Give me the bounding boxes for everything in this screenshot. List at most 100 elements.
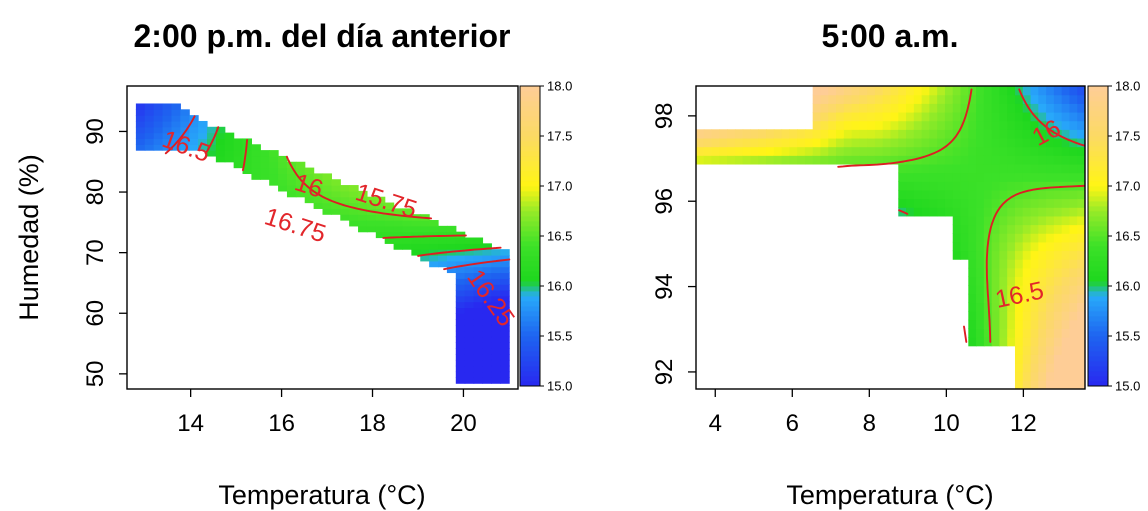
- heatmap-cell: [473, 336, 484, 343]
- heatmap-cell: [286, 173, 297, 180]
- heatmap-cell: [500, 289, 510, 297]
- heatmap-cell: [1069, 380, 1078, 389]
- colorbar-swatch: [1088, 86, 1108, 92]
- heatmap-cell: [983, 198, 993, 208]
- heatmap-cell: [1007, 276, 1016, 286]
- heatmap-cell: [429, 231, 439, 239]
- heatmap-cell: [269, 155, 279, 163]
- heatmap-cell: [898, 155, 907, 165]
- heatmap-cell: [960, 233, 969, 243]
- heatmap-cell: [438, 237, 448, 244]
- heatmap-cell: [1061, 94, 1071, 104]
- heatmap-cell: [968, 172, 977, 182]
- heatmap-cell: [960, 163, 969, 174]
- colorbar-swatch: [520, 366, 540, 372]
- heatmap-cell: [991, 155, 1001, 165]
- heatmap-cell: [1046, 293, 1055, 304]
- heatmap-cell: [983, 86, 993, 96]
- colorbar-swatch: [1088, 336, 1108, 342]
- heatmap-cell: [251, 150, 261, 157]
- heatmap-cell: [1046, 267, 1055, 278]
- heatmap-cell: [473, 330, 484, 338]
- heatmap-cell: [906, 86, 915, 96]
- heatmap-cell: [491, 330, 501, 338]
- heatmap-cell: [331, 185, 341, 192]
- heatmap-cell: [976, 319, 985, 329]
- heatmap-cell: [968, 250, 977, 260]
- heatmap-cell: [464, 371, 475, 378]
- heatmap-cell: [874, 103, 884, 113]
- heatmap-cell: [1077, 328, 1085, 338]
- heatmap-cell: [180, 138, 190, 145]
- heatmap-cell: [1061, 103, 1071, 113]
- heatmap-cell: [1053, 103, 1063, 113]
- heatmap-cell: [836, 103, 845, 113]
- heatmap-cell: [1053, 120, 1063, 130]
- heatmap-cell: [322, 208, 332, 215]
- heatmap-cell: [1038, 337, 1047, 347]
- y-tick-label: 98: [651, 103, 678, 130]
- heatmap-cell: [906, 103, 915, 113]
- heatmap-cell: [1077, 224, 1085, 234]
- heatmap-cell: [198, 144, 208, 151]
- heatmap-cell: [1022, 137, 1032, 148]
- heatmap-cell: [937, 198, 946, 208]
- colorbar-swatch: [1088, 281, 1108, 287]
- heatmap-cell: [968, 146, 977, 156]
- heatmap-cell: [224, 150, 235, 157]
- colorbar-swatch: [1088, 361, 1108, 367]
- heatmap-cell: [968, 241, 977, 252]
- heatmap-cell: [242, 150, 253, 157]
- heatmap-cell: [464, 330, 475, 338]
- colorbar-swatch: [1088, 291, 1108, 297]
- colorbar-swatch: [520, 321, 540, 327]
- heatmap-cell: [991, 285, 1001, 295]
- heatmap-cell: [411, 243, 421, 250]
- heatmap-cell: [500, 377, 510, 384]
- heatmap-cell: [960, 250, 969, 260]
- heatmap-cell: [1014, 137, 1024, 148]
- heatmap-cell: [1069, 250, 1078, 260]
- heatmap-cell: [773, 137, 783, 148]
- heatmap-cell: [1053, 224, 1063, 234]
- heatmap-cell: [491, 371, 501, 378]
- heatmap-cell: [1061, 198, 1071, 208]
- heatmap-cell: [1046, 241, 1055, 252]
- heatmap-cell: [1022, 259, 1032, 269]
- heatmap-cell: [455, 249, 466, 256]
- heatmap-cell: [968, 137, 977, 148]
- heatmap-cell: [874, 146, 884, 156]
- colorbar-swatch: [520, 216, 540, 222]
- colorbar-swatch: [1088, 106, 1108, 112]
- heatmap-cell: [890, 137, 899, 148]
- heatmap-cell: [233, 138, 244, 145]
- colorbar-swatch: [520, 111, 540, 117]
- heatmap-cell: [491, 324, 501, 332]
- heatmap-cell: [1038, 371, 1047, 381]
- heatmap-cell: [929, 198, 938, 208]
- heatmap-cell: [906, 94, 915, 104]
- heatmap-cell: [1022, 146, 1032, 156]
- colorbar-swatch: [520, 91, 540, 97]
- heatmap-cell: [402, 231, 412, 239]
- heatmap-cell: [491, 354, 501, 361]
- heatmap-cell: [1030, 207, 1039, 217]
- heatmap-cell: [1007, 181, 1016, 191]
- x-tick-label: 10: [933, 410, 960, 437]
- heatmap-cell: [719, 155, 728, 165]
- heatmap-cell: [952, 120, 962, 130]
- colorbar-swatch: [520, 301, 540, 307]
- colorbar-swatch: [1088, 266, 1108, 272]
- heatmap-cell: [455, 307, 466, 314]
- heatmap-cell: [455, 359, 466, 367]
- heatmap-cell: [464, 289, 475, 297]
- heatmap-cell: [913, 120, 923, 130]
- heatmap-cell: [921, 163, 930, 174]
- heatmap-cell: [135, 132, 146, 140]
- heatmap-cell: [890, 94, 899, 104]
- heatmap-cell: [952, 198, 962, 208]
- heatmap-cell: [455, 330, 466, 338]
- colorbar-swatch: [1088, 371, 1108, 377]
- heatmap-cell: [968, 224, 977, 234]
- colorbar-swatch: [520, 276, 540, 282]
